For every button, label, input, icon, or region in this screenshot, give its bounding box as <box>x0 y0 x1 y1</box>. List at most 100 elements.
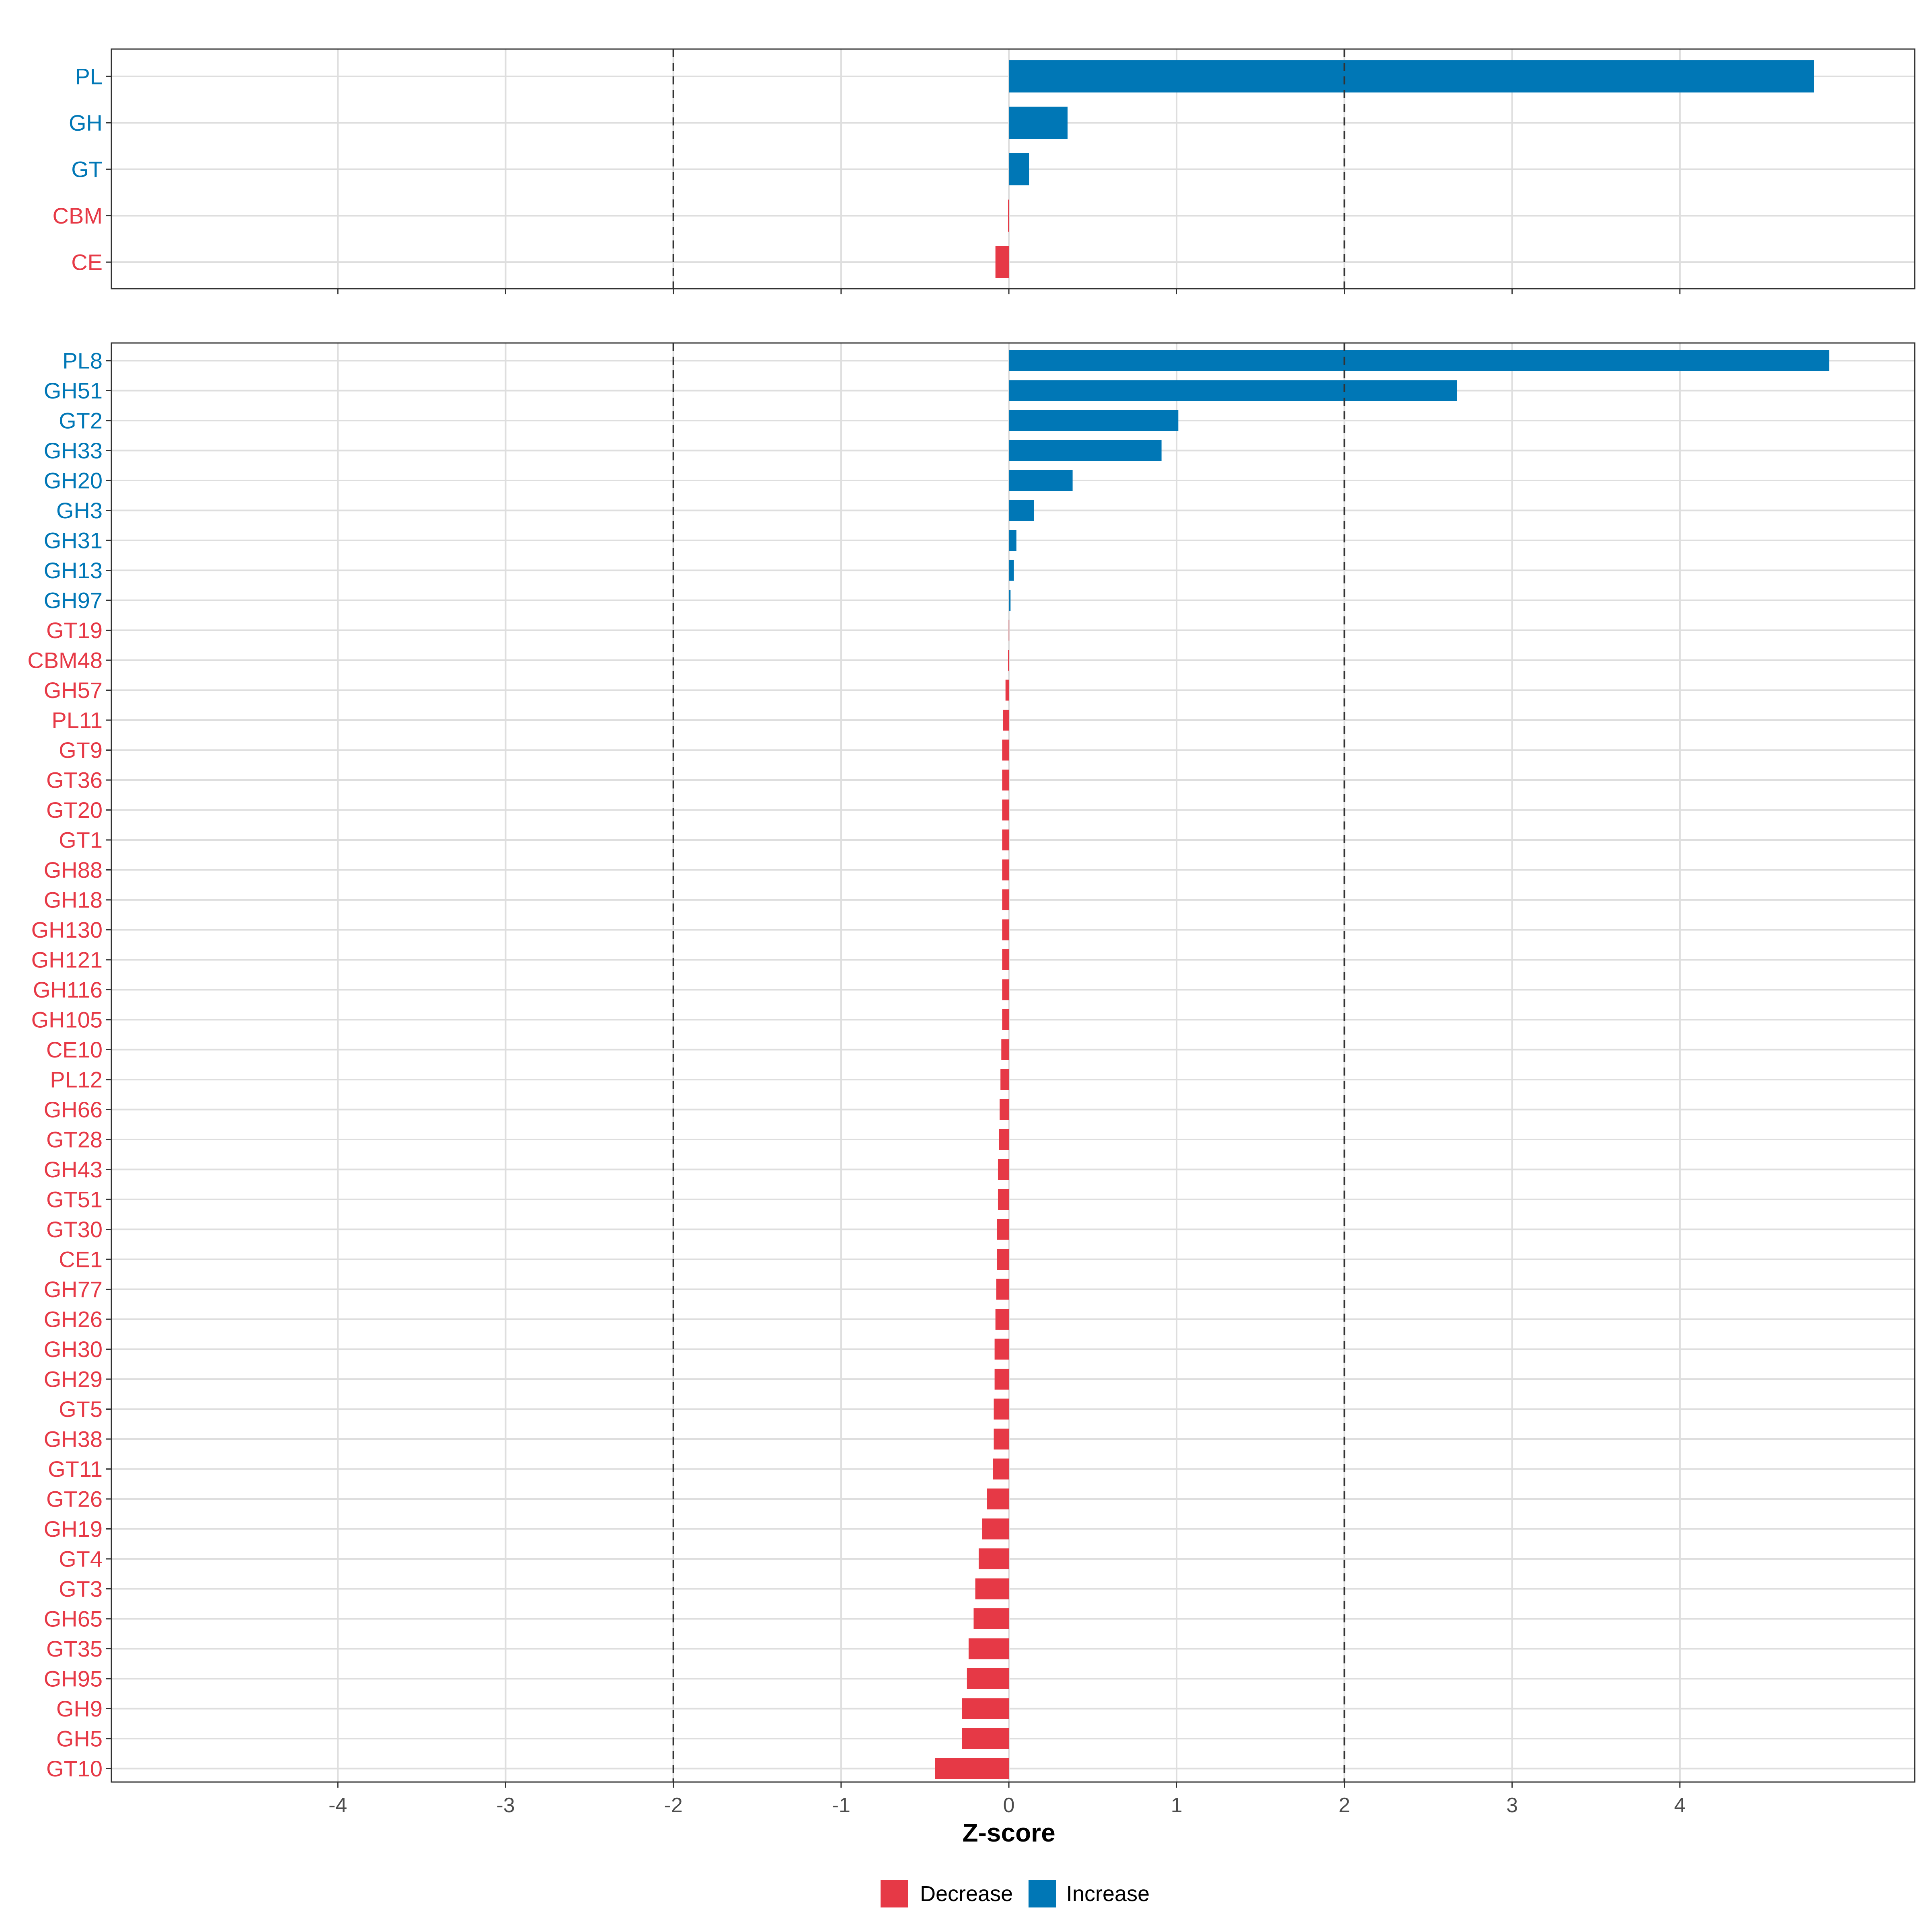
panel-2-bar-GH121 <box>1002 949 1009 970</box>
panel-2-y-label-GH26: GH26 <box>44 1307 103 1332</box>
x-tick-label: 3 <box>1506 1794 1518 1817</box>
panel-1-bar-CBM <box>1008 199 1009 232</box>
panel-2-bar-GT2 <box>1009 410 1179 431</box>
panel-2-bar-GH65 <box>973 1608 1009 1629</box>
panel-2-y-label-GT51: GT51 <box>46 1187 103 1212</box>
panel-2-bar-GT35 <box>968 1638 1009 1659</box>
panel-2-y-label-GH29: GH29 <box>44 1367 103 1392</box>
panel-2-y-label-GT2: GT2 <box>59 408 103 433</box>
panel-2-y-label-GH116: GH116 <box>33 977 103 1002</box>
panel-2-y-label-GH97: GH97 <box>44 588 103 613</box>
panel-2-bar-GH57 <box>1005 680 1009 701</box>
x-tick-label: 2 <box>1339 1794 1350 1817</box>
panel-2-y-label-GT9: GT9 <box>59 737 103 763</box>
panel-2-bar-GH95 <box>967 1668 1009 1689</box>
panel-2-bar-PL11 <box>1003 710 1009 731</box>
panel-2-y-label-GH66: GH66 <box>44 1097 103 1122</box>
x-tick-label: 4 <box>1674 1794 1686 1817</box>
panel-2-y-label-PL12: PL12 <box>50 1067 103 1092</box>
x-tick-label: 0 <box>1003 1794 1015 1817</box>
panel-2-bar-GT51 <box>998 1189 1009 1210</box>
panel-2-bar-GH38 <box>994 1429 1009 1450</box>
panel-1-y-label-GH: GH <box>69 110 103 136</box>
panel-2-background <box>111 343 1915 1782</box>
panel-1-y-label-CBM: CBM <box>53 203 103 228</box>
panel-2-bar-GT20 <box>1002 799 1009 821</box>
panel-2-bar-GT5 <box>994 1398 1009 1420</box>
panel-2-y-label-GH65: GH65 <box>44 1606 103 1632</box>
panel-1-bar-PL <box>1009 60 1814 92</box>
panel-2-bar-GH66 <box>1000 1099 1009 1120</box>
panel-2-bar-GT11 <box>993 1458 1009 1480</box>
panel-2-y-label-GT20: GT20 <box>46 797 103 823</box>
legend-label-decrease: Decrease <box>920 1882 1013 1906</box>
panel-2-y-label-GH3: GH3 <box>56 498 103 523</box>
panel-2-bar-GT28 <box>999 1129 1009 1150</box>
panel-2-y-label-CE10: CE10 <box>46 1037 103 1062</box>
panel-2-y-label-GH95: GH95 <box>44 1666 103 1692</box>
panel-2-y-label-GH19: GH19 <box>44 1516 103 1542</box>
panel-2-y-label-GH30: GH30 <box>44 1337 103 1362</box>
panel-2-bar-PL12 <box>1000 1069 1009 1090</box>
panel-2-y-label-GH130: GH130 <box>31 917 103 942</box>
x-tick-label: -3 <box>496 1794 515 1817</box>
panel-2-bar-GH13 <box>1009 560 1014 581</box>
panel-2-bar-GT4 <box>978 1548 1009 1569</box>
legend-swatch-decrease <box>881 1880 908 1907</box>
panel-2-y-label-CE1: CE1 <box>59 1247 103 1272</box>
panel-2-bar-GH97 <box>1009 590 1011 611</box>
panel-2-bar-GH19 <box>982 1518 1009 1540</box>
panel-2-y-label-GH57: GH57 <box>44 678 103 703</box>
panel-2-border <box>111 342 1916 1783</box>
panel-2-bar-GH29 <box>994 1369 1009 1390</box>
panel-2-y-label-GT30: GT30 <box>46 1217 103 1242</box>
panel-1-bar-GH <box>1009 107 1068 139</box>
panel-2-y-label-GH5: GH5 <box>56 1726 103 1751</box>
panel-2-y-label-GT5: GT5 <box>59 1396 103 1422</box>
panel-2-bar-GT3 <box>975 1578 1009 1599</box>
panel-2-y-label-GH77: GH77 <box>44 1277 103 1302</box>
panel-2-y-label-CBM48: CBM48 <box>27 648 103 673</box>
panel-2-y-label-GT26: GT26 <box>46 1486 103 1512</box>
panel-2-bar-GT10 <box>935 1758 1009 1779</box>
panel-2-bar-PL8 <box>1009 350 1829 371</box>
panel-2-bar-CE10 <box>1001 1039 1009 1060</box>
panel-2-bar-GH88 <box>1002 859 1009 881</box>
panel-1-y-label-CE: CE <box>71 250 103 275</box>
panel-2-y-label-GT3: GT3 <box>59 1576 103 1601</box>
panel-2-y-label-GT1: GT1 <box>59 827 103 853</box>
panel-2-bar-GT26 <box>987 1489 1009 1509</box>
panel-2-y-label-GH43: GH43 <box>44 1157 103 1182</box>
x-tick-label: -1 <box>832 1794 850 1817</box>
panel-2-bar-GH33 <box>1009 440 1162 461</box>
panel-2-y-label-GT28: GT28 <box>46 1127 103 1152</box>
panel-2-bar-GH26 <box>995 1309 1009 1330</box>
legend-swatch-increase <box>1029 1880 1056 1907</box>
panel-2-bar-GT1 <box>1002 829 1009 850</box>
x-tick-label: 1 <box>1171 1794 1183 1817</box>
panel-2-bar-GH5 <box>962 1728 1009 1749</box>
panel-2-bar-GH9 <box>962 1698 1009 1719</box>
panel-2-y-label-GT36: GT36 <box>46 768 103 793</box>
panel-2-y-label-GT19: GT19 <box>46 618 103 643</box>
panel-2-bar-GH43 <box>998 1159 1009 1180</box>
panel-2-bar-GH77 <box>996 1279 1009 1300</box>
panel-2-bar-GT30 <box>997 1219 1009 1240</box>
panel-2-bar-GH18 <box>1002 889 1009 910</box>
panel-1-bar-CE <box>995 246 1009 278</box>
panel-2-bar-GH130 <box>1002 919 1009 940</box>
panel-2-y-label-GH88: GH88 <box>44 857 103 883</box>
panel-2-bar-CE1 <box>997 1249 1009 1270</box>
panel-2-y-label-GH105: GH105 <box>31 1007 103 1033</box>
panel-2-bar-GH20 <box>1009 470 1073 491</box>
panel-1-bar-GT <box>1009 153 1029 185</box>
legend-label-increase: Increase <box>1066 1882 1150 1906</box>
panel-2-bar-GH31 <box>1009 530 1016 551</box>
panel-2-bar-CBM48 <box>1008 650 1009 671</box>
panel-2-bar-GH105 <box>1002 1009 1009 1030</box>
panel-2-y-label-GT35: GT35 <box>46 1636 103 1661</box>
panel-2-y-label-GH18: GH18 <box>44 887 103 913</box>
panel-1-y-label-PL: PL <box>75 64 103 89</box>
